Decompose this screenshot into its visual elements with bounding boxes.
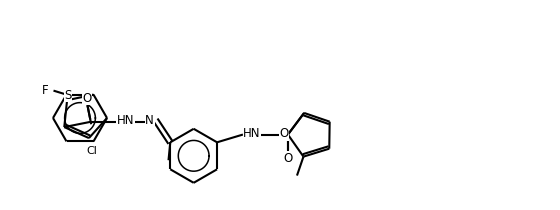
Text: N: N xyxy=(146,114,154,127)
Text: HN: HN xyxy=(243,127,260,140)
Text: F: F xyxy=(42,84,49,97)
Text: O: O xyxy=(279,127,288,140)
Text: O: O xyxy=(283,152,292,165)
Text: O: O xyxy=(82,92,92,105)
Text: HN: HN xyxy=(117,114,134,127)
Text: S: S xyxy=(64,89,72,102)
Text: Cl: Cl xyxy=(86,146,97,156)
